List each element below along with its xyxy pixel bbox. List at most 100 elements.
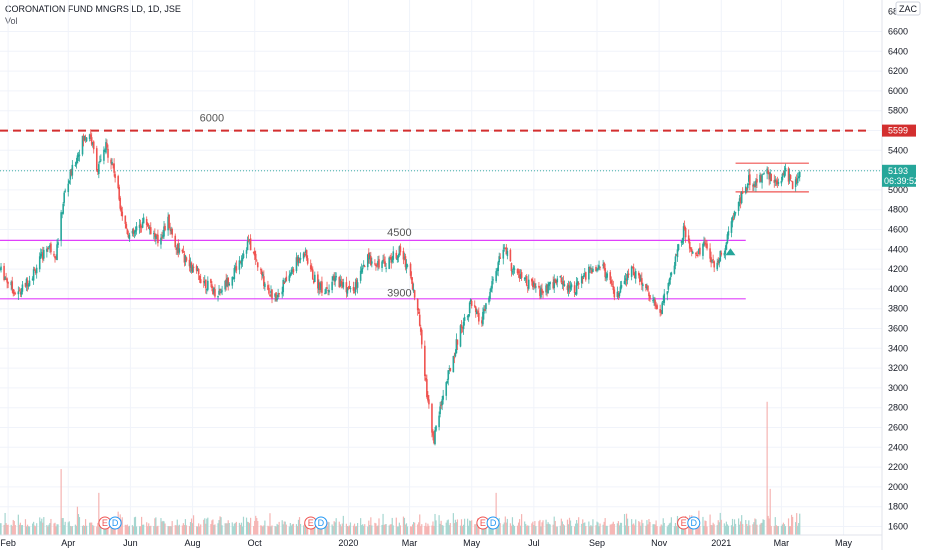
volume-bar <box>220 517 222 535</box>
candle-body <box>525 276 528 286</box>
volume-bar <box>795 522 797 535</box>
volume-bar <box>776 525 778 535</box>
candle-body <box>789 174 792 179</box>
volume-bar <box>570 525 573 535</box>
candle-body <box>520 272 523 278</box>
candle-body <box>361 267 364 270</box>
volume-bar <box>383 525 385 535</box>
candle-body <box>756 179 758 183</box>
volume-bar <box>674 522 677 535</box>
volume-bar <box>298 517 301 535</box>
volume-bar <box>246 521 249 535</box>
horizontal-lines <box>0 129 882 300</box>
volume-bar <box>250 517 252 535</box>
volume-bar <box>364 524 366 535</box>
volume-bar <box>50 518 52 535</box>
volume-bar <box>425 522 427 535</box>
candle-body <box>797 176 800 179</box>
volume-bar <box>569 520 572 535</box>
candle-body <box>490 287 492 292</box>
y-tick-label: 4800 <box>888 205 908 215</box>
volume-bar <box>111 524 113 535</box>
candle-body <box>617 293 620 298</box>
dividend-marker[interactable] <box>314 516 328 530</box>
volume-spike <box>98 492 100 535</box>
price-badge <box>882 164 916 187</box>
volume-bar <box>245 517 248 535</box>
volume-bar <box>12 519 14 535</box>
volume-bar <box>275 526 277 535</box>
candle-body <box>794 179 797 187</box>
volume-bar <box>307 524 309 535</box>
candle-body <box>784 167 787 171</box>
volume-bar <box>596 521 598 535</box>
candle-body <box>399 246 402 253</box>
volume-bar <box>388 525 390 535</box>
volume-bar <box>154 518 156 535</box>
candle-body <box>548 282 550 287</box>
volume-bar <box>174 525 176 535</box>
volume-bar <box>25 526 28 535</box>
volume-bar <box>17 514 19 535</box>
candle-body <box>419 327 422 332</box>
volume-bar <box>428 525 430 535</box>
volume-bar <box>18 524 20 535</box>
candle-body <box>482 311 484 325</box>
volume-bar <box>40 521 42 535</box>
candle-body <box>131 230 134 234</box>
dividend-marker[interactable] <box>486 516 500 530</box>
candle-body <box>239 262 242 264</box>
candle-body <box>559 276 562 278</box>
volume-bar <box>321 526 323 535</box>
level-annotation: 3900 <box>387 287 411 299</box>
candle-body <box>188 259 191 267</box>
candle-body <box>382 259 384 262</box>
volume-bar <box>675 526 678 535</box>
candle-body <box>362 264 365 267</box>
volume-bar <box>734 523 737 535</box>
volume-bar <box>238 522 241 535</box>
candle-body <box>637 272 640 276</box>
volume-bar <box>348 525 351 535</box>
candle-body <box>589 267 591 269</box>
dividend-marker[interactable] <box>108 516 122 530</box>
candle-body <box>669 277 672 280</box>
y-tick-label: 2400 <box>888 442 908 452</box>
currency-badge[interactable]: ZAC <box>895 1 921 16</box>
volume-bar <box>106 525 108 535</box>
candle-body <box>198 276 201 280</box>
candle-body <box>510 263 513 272</box>
volume-bar <box>13 521 15 535</box>
candle-body <box>292 269 295 273</box>
candle-body <box>369 255 371 260</box>
volume-bar <box>711 525 713 535</box>
candle-body <box>534 283 536 288</box>
dividend-marker[interactable] <box>687 516 701 530</box>
volume-bar <box>526 525 528 535</box>
volume-bar <box>255 515 257 535</box>
volume-bar <box>121 517 123 535</box>
candle-body <box>57 242 59 245</box>
candle-body <box>342 282 345 288</box>
event-letter: E <box>308 518 314 528</box>
candle-body <box>649 295 651 300</box>
volume-bar <box>197 526 199 535</box>
candle-body <box>20 291 23 295</box>
volume-bar <box>64 521 66 535</box>
volume-bar <box>317 525 319 535</box>
volume-bar <box>160 518 162 535</box>
volume-bar <box>727 525 730 535</box>
volume-bar <box>218 520 220 535</box>
candle-body <box>491 281 493 289</box>
volume-bar <box>648 518 650 535</box>
candle-body <box>67 183 70 193</box>
candle-body <box>677 244 680 250</box>
volume-bar <box>232 526 234 535</box>
candle-body <box>698 248 700 255</box>
candle-body <box>225 279 227 287</box>
candle-body <box>718 259 721 264</box>
volume-bar <box>146 522 148 535</box>
candle-body <box>347 287 350 289</box>
volume-bar <box>476 523 478 535</box>
